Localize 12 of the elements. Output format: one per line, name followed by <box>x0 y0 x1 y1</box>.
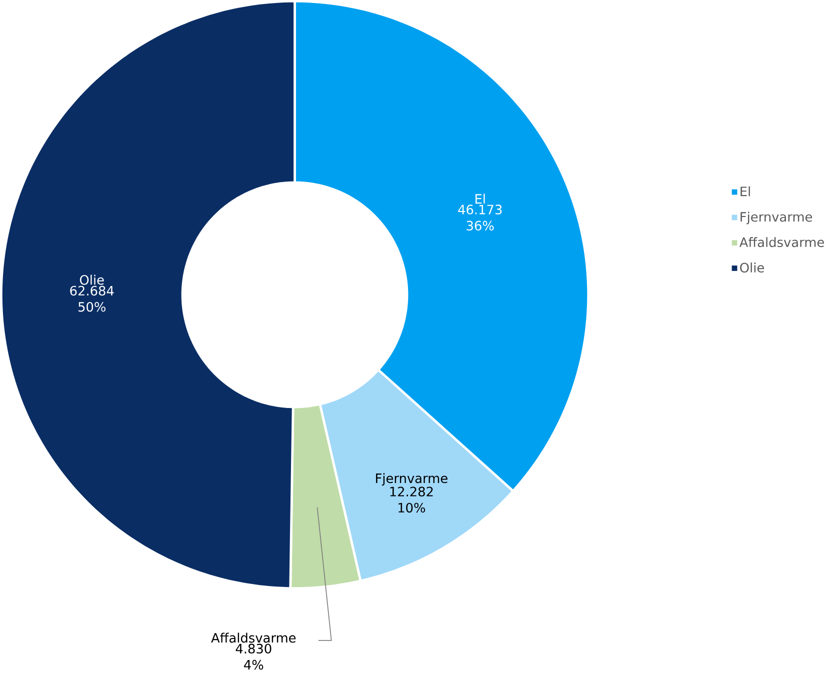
data-label: 62.684 50% <box>70 286 114 312</box>
data-label: 46.173 36% <box>458 204 502 230</box>
legend-label: Fjernvarme <box>740 212 812 224</box>
slice-label: Fjernvarme <box>376 473 448 486</box>
data-label: 4.830 4% <box>236 644 272 670</box>
legend-label: Affaldsvarme <box>739 237 824 248</box>
data-label: 12.282 10% <box>390 486 433 512</box>
legend-label: El <box>740 186 750 196</box>
slice-label: El <box>476 194 485 204</box>
slice-label: Affaldsvarme <box>211 632 296 643</box>
legend-label: Olie <box>740 262 764 272</box>
slice-label: Olie <box>80 274 104 285</box>
